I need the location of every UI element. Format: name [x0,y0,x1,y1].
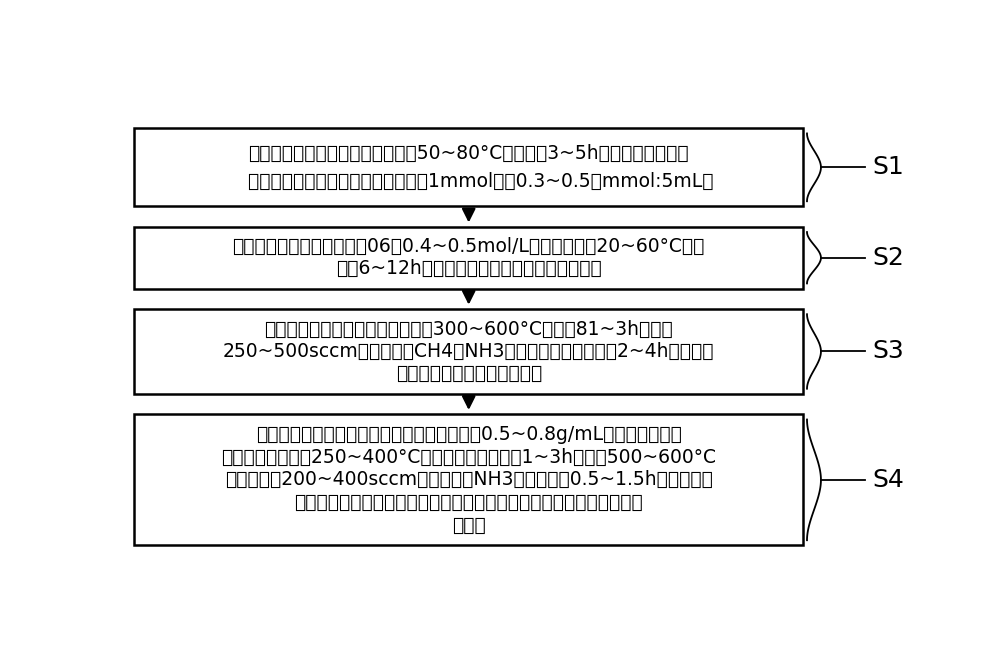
Text: S4: S4 [873,468,905,492]
Bar [134,128,803,206]
Text: 250~500sccm的流量通入CH4和NH3的混合气体，气相沉积2~4h后，研磨: 250~500sccm的流量通入CH4和NH3的混合气体，气相沉积2~4h后，研… [223,342,714,361]
Text: 将铁盐和顔盐溶解于去离子水中，50~80°C磁力摔拁3~5h，得到混合溶液；: 将铁盐和顔盐溶解于去离子水中，50~80°C磁力摔拁3~5h，得到混合溶液； [248,144,689,163]
Text: S1: S1 [873,155,905,179]
Text: 化剂。: 化剂。 [452,516,486,534]
Text: S3: S3 [873,340,905,364]
Text: 反应6~12h，过滤、干燥，得草酸铁顔前驱体；: 反应6~12h，过滤、干燥，得草酸铁顔前驱体； [336,259,602,278]
Text: 向混合溶液中滴加等体积的06的0.4~0.5mol/L草酸钔溶液，20~60°C摔拁: 向混合溶液中滴加等体积的06的0.4~0.5mol/L草酸钔溶液，20~60°C… [233,237,705,256]
Text: 所述铁盐、顔盐、去离子水的比例为1mmol：（0.3~0.5）mmol:5mL；: 所述铁盐、顔盐、去离子水的比例为1mmol：（0.3~0.5）mmol:5mL； [224,172,713,191]
Text: S2: S2 [873,245,905,269]
Text: 置于管式炉中，于250~400°C、真空条件下，碳刖1~3h后，于500~600°C: 置于管式炉中，于250~400°C、真空条件下，碳刖1~3h后，于500~600… [221,448,716,467]
Text: 及二次气相沉积，冷却、粉碎、洗涂、干燥后，得碳氮共掺杂铁顔基催: 及二次气相沉积，冷却、粉碎、洗涂、干燥后，得碳氮共掺杂铁顔基催 [294,493,643,512]
Bar [134,414,803,546]
Text: 将草酸铁顔前驱体置于管式炉中，300~600°C热处琖81~3h，再以: 将草酸铁顔前驱体置于管式炉中，300~600°C热处琖81~3h，再以 [264,319,673,339]
Bar [134,309,803,394]
Bar [134,227,803,289]
Text: 条件下，以200~400sccm的流量通入NH3，持续处理0.5~1.5h，进行活化: 条件下，以200~400sccm的流量通入NH3，持续处理0.5~1.5h，进行… [225,470,713,490]
Text: 至微纳米级，得到铁顔材料；: 至微纳米级，得到铁顔材料； [396,364,542,384]
Text: 向铁顔材料中加入碳源溶胶液中，控制固液比0.5~0.8g/mL，摔拁均匀后，: 向铁顔材料中加入碳源溶胶液中，控制固液比0.5~0.8g/mL，摔拁均匀后， [256,425,682,444]
